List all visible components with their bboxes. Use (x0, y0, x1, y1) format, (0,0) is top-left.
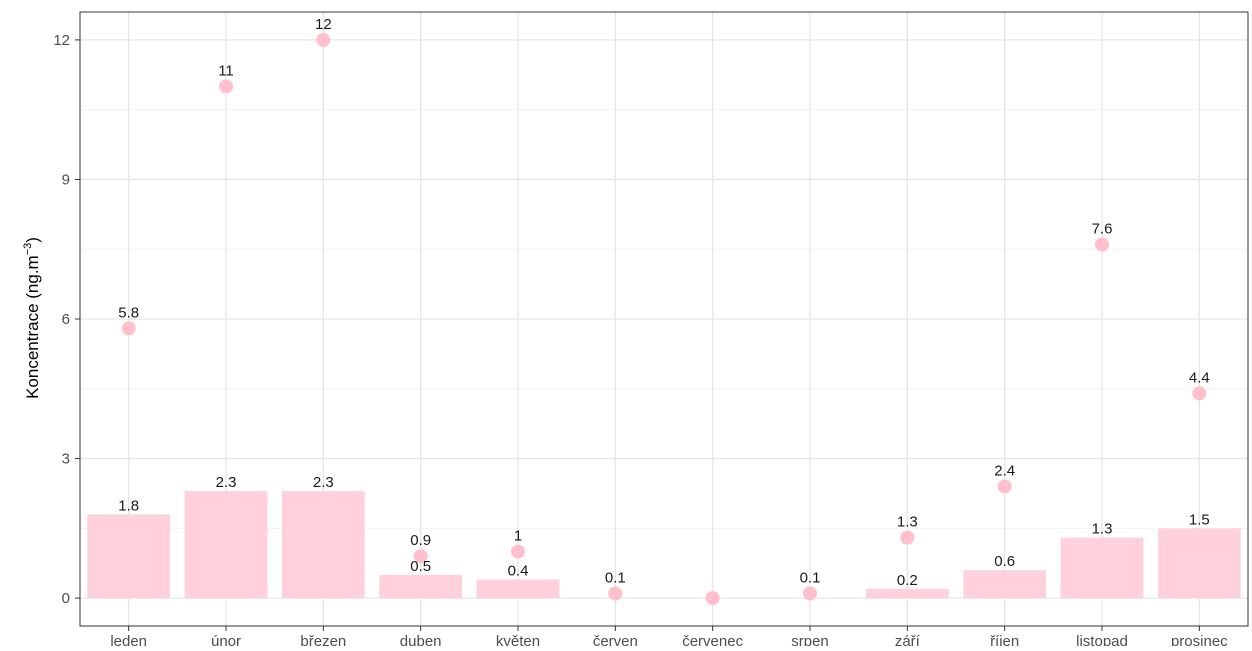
point-value-label: 0.1 (605, 569, 626, 586)
point (803, 586, 817, 601)
point (900, 530, 915, 545)
point (316, 32, 331, 47)
y-tick-label: 12 (53, 32, 70, 49)
point (219, 79, 233, 94)
y-axis-title-main: Koncentrace (ng.m (23, 255, 42, 399)
bar-value-label: 1.8 (118, 497, 139, 514)
point-value-label: 12 (315, 16, 332, 33)
x-tick-label: leden (110, 633, 147, 646)
point (121, 321, 136, 336)
grid-layer (80, 12, 1248, 626)
point (511, 544, 525, 559)
x-tick-label: únor (211, 633, 241, 646)
point (413, 549, 428, 564)
y-tick-label: 9 (62, 171, 70, 188)
point (608, 586, 623, 601)
x-tick-label: říjen (990, 633, 1019, 646)
point-value-label: 11 (218, 62, 234, 79)
x-tick-label: listopad (1076, 633, 1128, 646)
bar-value-label: 2.3 (216, 474, 237, 491)
bar (87, 514, 171, 599)
x-tick-label: červenec (682, 633, 743, 646)
x-tick-label: březen (300, 633, 346, 646)
x-tick-label: září (895, 633, 921, 646)
bar (281, 491, 365, 599)
x-tick-label: srpen (791, 633, 829, 646)
point (997, 479, 1012, 494)
y-axis-title: Koncentrace (ng.m−3) (22, 237, 42, 399)
bar (963, 570, 1047, 599)
y-axis-title-close: ) (23, 237, 42, 243)
bar-value-label: 0.6 (994, 553, 1015, 570)
point-value-label: 2.4 (994, 462, 1015, 479)
bar (184, 491, 268, 599)
y-axis-title-superscript: −3 (22, 243, 34, 256)
x-tick-label: prosinec (1171, 633, 1228, 646)
bar-value-label: 1.3 (1092, 521, 1113, 538)
y-tick-label: 6 (62, 311, 70, 328)
bar (1157, 528, 1241, 599)
bar (1060, 537, 1144, 599)
bar-value-label: 1.5 (1189, 511, 1210, 528)
bar-value-label: 0.2 (897, 572, 918, 589)
y-tick-label: 3 (62, 451, 70, 468)
point (705, 591, 720, 606)
y-tick-label: 0 (62, 590, 70, 607)
bar (476, 579, 560, 599)
bar-value-label: 2.3 (313, 474, 334, 491)
point-value-label: 1.3 (897, 514, 918, 531)
point-layer (121, 32, 1207, 606)
point-value-label: 1 (514, 528, 522, 545)
bar-layer (87, 491, 1241, 599)
point (1192, 386, 1207, 401)
point-value-label: 4.4 (1189, 369, 1210, 386)
point-value-label: 5.8 (118, 304, 139, 321)
label-layer: 1.8 2.3 2.3 0.5 0.4 0.2 0.6 1.3 1.5 5.8 11 12 0.9 1 0.… (118, 16, 1210, 589)
point-value-label: 0.9 (410, 532, 431, 549)
x-tick-label: květen (496, 633, 540, 646)
point (1095, 237, 1109, 252)
bar (865, 588, 949, 599)
bar-value-label: 0.4 (508, 562, 529, 579)
point-value-label: 0.1 (800, 569, 821, 586)
bar-value-label: 0.5 (410, 558, 431, 575)
bar (379, 574, 463, 599)
x-tick-label: duben (400, 633, 442, 646)
x-tick-label: červen (593, 633, 638, 646)
point-value-label: 7.6 (1092, 221, 1113, 238)
